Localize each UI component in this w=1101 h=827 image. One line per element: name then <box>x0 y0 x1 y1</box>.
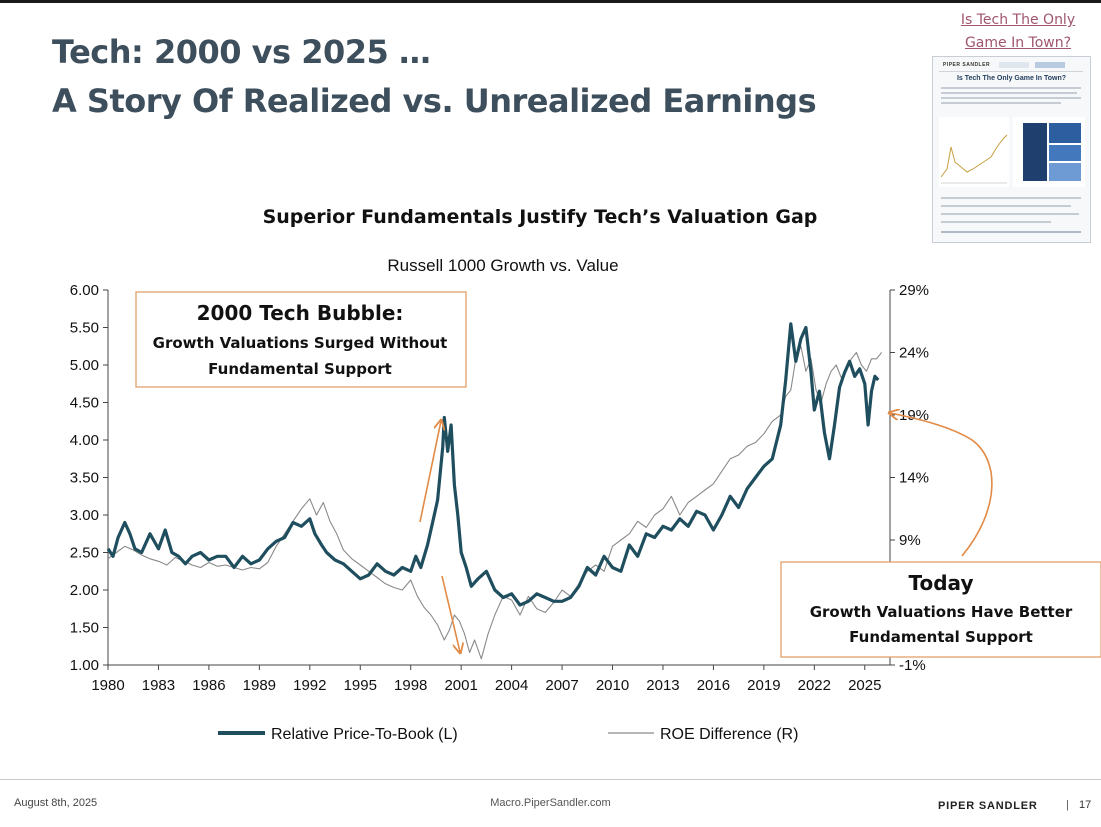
title-line-2: A Story Of Realized vs. Unrealized Earni… <box>52 82 817 120</box>
right-tick-label: 14% <box>899 470 929 487</box>
chart-subtitle: Russell 1000 Growth vs. Value <box>387 256 618 275</box>
x-tick-label: 2025 <box>848 677 881 694</box>
x-tick-label: 1995 <box>344 677 377 694</box>
footer-url[interactable]: Macro.PiperSandler.com <box>490 797 611 809</box>
top-border <box>0 0 1101 3</box>
chart-legend: Relative Price-To-Book (L) ROE Differenc… <box>218 726 798 743</box>
related-report-link-line-2: Game In Town? <box>964 35 1072 51</box>
page-number: 17 <box>1079 799 1092 811</box>
thumbnail-header: PIPER SANDLER <box>939 61 1083 72</box>
footer-brand: PIPER SANDLER <box>938 800 1038 812</box>
title-line-1: Tech: 2000 vs 2025 … <box>52 33 431 71</box>
thumbnail-block <box>1049 145 1081 161</box>
x-tick-label: 1992 <box>293 677 326 694</box>
left-tick-label: 3.00 <box>70 507 99 524</box>
x-tick-label: 1983 <box>142 677 175 694</box>
x-tick-label: 1989 <box>243 677 276 694</box>
left-tick-label: 4.00 <box>70 432 99 449</box>
x-tick-label: 2016 <box>697 677 730 694</box>
left-tick-label: 6.00 <box>70 282 99 299</box>
annotation-text-line: Fundamental Support <box>849 628 1033 646</box>
footer-divider <box>0 779 1101 780</box>
thumbnail-text-line <box>941 102 1061 104</box>
related-report-link[interactable]: Is Tech The Only Game In Town? <box>950 9 1086 55</box>
annotation-text-line: Fundamental Support <box>208 360 392 378</box>
thumbnail-text-line <box>941 205 1071 207</box>
series-line-price-to-book <box>106 322 880 607</box>
right-tick-label: 29% <box>899 282 929 299</box>
thumbnail-line-chart <box>939 117 1009 187</box>
x-tick-label: 2010 <box>596 677 629 694</box>
legend-label-price-to-book: Relative Price-To-Book (L) <box>271 726 458 743</box>
x-tick-label: 1998 <box>394 677 427 694</box>
thumbnail-text-line <box>941 92 1077 94</box>
right-tick-label: 24% <box>899 345 929 362</box>
chart-axes: 1.00 1.50 2.00 2.50 3.00 3.50 4.00 4.50 5.00 5.50… <box>70 282 929 694</box>
up-arrow <box>419 421 441 523</box>
annotation-tech-bubble: 2000 Tech Bubble: Growth Valuations Surg… <box>135 291 467 388</box>
slide-title: Tech: 2000 vs 2025 … A Story Of Realized… <box>52 28 817 126</box>
annotation-box <box>780 561 1101 658</box>
chart: Superior Fundamentals Justify Tech’s Val… <box>70 206 1101 743</box>
thumbnail-text-line <box>941 231 1081 233</box>
related-report-link-line-1: Is Tech The Only <box>960 12 1076 28</box>
x-tick-label: 1986 <box>192 677 225 694</box>
thumbnail-block <box>1023 123 1047 181</box>
footer-date: August 8th, 2025 <box>14 797 98 809</box>
left-tick-label: 2.00 <box>70 582 99 599</box>
series-line-roe-difference <box>107 345 883 660</box>
left-tick-label: 2.50 <box>70 545 99 562</box>
x-tick-label: 2022 <box>798 677 831 694</box>
thumbnail-logo: PIPER SANDLER <box>943 62 991 68</box>
legend-label-roe: ROE Difference (R) <box>660 726 798 743</box>
x-tick-label: 2004 <box>495 677 528 694</box>
annotation-heading: Today <box>909 571 974 595</box>
footer-separator: | <box>1066 799 1069 811</box>
left-tick-label: 5.00 <box>70 357 99 374</box>
related-report-thumbnail[interactable]: PIPER SANDLER Is Tech The Only Game In T… <box>932 56 1091 243</box>
x-tick-label: 2007 <box>545 677 578 694</box>
curved-arrow <box>890 413 993 557</box>
left-tick-label: 3.50 <box>70 470 99 487</box>
annotation-today: Today Growth Valuations Have Better Fund… <box>780 561 1101 658</box>
thumbnail-block <box>1049 123 1081 143</box>
thumbnail-text-line <box>941 97 1081 99</box>
thumbnail-text-line <box>941 197 1081 199</box>
thumbnail-block <box>1049 163 1081 181</box>
chart-series-group <box>106 322 883 660</box>
thumbnail-series-line <box>940 134 1008 178</box>
chart-title: Superior Fundamentals Justify Tech’s Val… <box>263 206 818 228</box>
x-tick-label: 2001 <box>444 677 477 694</box>
x-tick-label: 2013 <box>646 677 679 694</box>
right-tick-label: -1% <box>899 657 926 674</box>
x-tick-label: 1980 <box>91 677 124 694</box>
thumbnail-text-line <box>941 87 1081 89</box>
annotation-text-line: Growth Valuations Surged Without <box>153 334 448 352</box>
annotation-box <box>135 291 467 388</box>
left-tick-label: 4.50 <box>70 395 99 412</box>
left-tick-label: 1.00 <box>70 657 99 674</box>
left-tick-label: 1.50 <box>70 620 99 637</box>
thumbnail-treemap <box>1013 117 1085 187</box>
thumbnail-line-chart-svg <box>940 134 1008 184</box>
x-tick-label: 2019 <box>747 677 780 694</box>
right-tick-label: 9% <box>899 532 921 549</box>
thumbnail-text-line <box>941 221 1051 223</box>
down-arrow <box>441 575 460 652</box>
annotation-heading: 2000 Tech Bubble: <box>197 301 404 325</box>
left-tick-label: 5.50 <box>70 320 99 337</box>
thumbnail-nav-item <box>1035 62 1065 68</box>
thumbnail-text-line <box>941 213 1079 215</box>
thumbnail-nav-item <box>999 62 1029 68</box>
annotation-text-line: Growth Valuations Have Better <box>810 603 1073 621</box>
thumbnail-heading: Is Tech The Only Game In Town? <box>956 75 1067 82</box>
